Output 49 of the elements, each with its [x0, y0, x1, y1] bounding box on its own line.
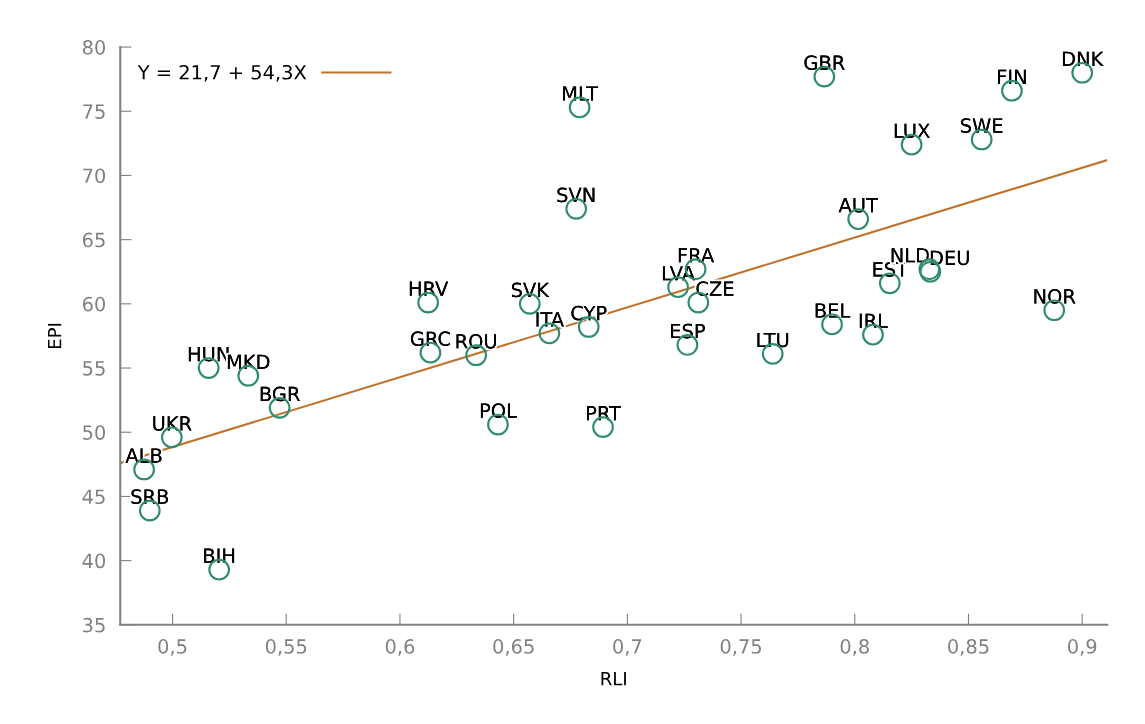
x-tick-label: 0,6: [385, 639, 415, 656]
x-axis-title: RLI: [601, 671, 626, 686]
annotation: GBR: [804, 55, 845, 71]
annotation: LTU: [757, 332, 789, 348]
legend-label: Y = 21,7 + 54,3X: [137, 64, 307, 82]
annotation: ROU: [456, 333, 496, 349]
y-tick-label: 35: [83, 617, 105, 633]
annotation: BGR: [260, 386, 300, 402]
annotation: UKR: [153, 416, 192, 431]
y-tick-label: 70: [83, 168, 106, 184]
annotation: SRB: [131, 489, 169, 504]
x-tick-label: 0,55: [265, 639, 307, 656]
x-tick-label: 0,5: [158, 639, 187, 656]
annotation: ESP: [671, 323, 705, 339]
annotation: DNK: [1062, 51, 1104, 66]
annotation: MLT: [563, 86, 599, 101]
y-tick-label: 50: [83, 425, 106, 440]
annotation: AUT: [838, 198, 878, 213]
annotation: CZE: [696, 281, 734, 297]
y-tick-label: 40: [82, 553, 106, 569]
annotation: MKD: [227, 354, 270, 369]
y-tick-label: 75: [83, 104, 105, 119]
annotation: POL: [480, 403, 517, 418]
annotation: LUX: [894, 123, 930, 139]
annotation: IRL: [859, 313, 888, 328]
y-tick-label: 80: [82, 40, 106, 55]
annotation: BIH: [204, 548, 235, 563]
annotation: SVN: [557, 187, 595, 203]
y-tick-label: 60: [82, 296, 106, 312]
y-axis-title: EPI: [48, 323, 62, 348]
x-tick-label: 0,65: [493, 639, 534, 656]
annotation: BEL: [815, 303, 851, 318]
x-tick-label: 0,85: [948, 639, 989, 656]
y-tick-label: 65: [82, 232, 105, 248]
annotation: FRA: [678, 248, 715, 263]
x-tick-label: 0,8: [840, 639, 869, 656]
y-tick-label: 55: [83, 361, 105, 376]
annotation: ITA: [536, 312, 564, 327]
annotation: GRC: [410, 331, 450, 347]
y-tick-label: 45: [82, 489, 105, 505]
x-tick-label: 0,7: [613, 639, 642, 656]
annotation: SVK: [511, 282, 550, 298]
annotation: PRT: [587, 406, 621, 421]
x-tick-label: 0,9: [1068, 639, 1097, 656]
annotation: NOR: [1034, 289, 1076, 304]
annotation: SWE: [961, 118, 1003, 133]
annotation: HRV: [409, 281, 449, 296]
annotation: FIN: [998, 69, 1026, 84]
x-tick-label: 0,75: [720, 639, 762, 656]
